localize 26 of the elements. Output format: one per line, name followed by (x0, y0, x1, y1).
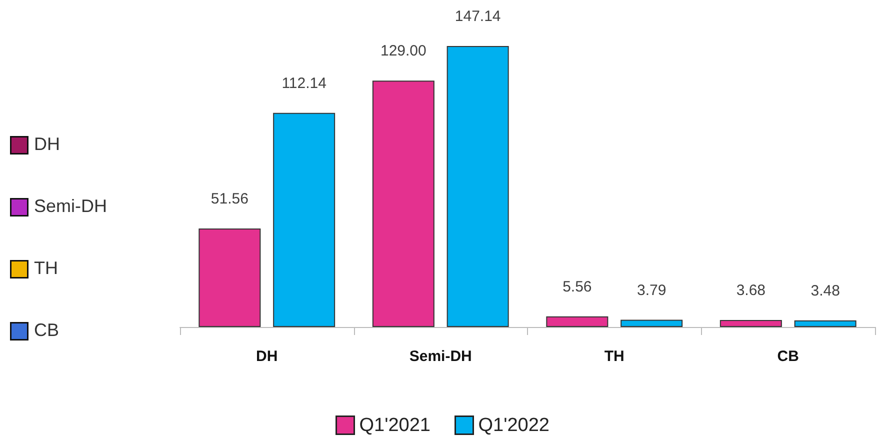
data-label: 51.56 (210, 190, 248, 208)
data-label: 3.79 (636, 282, 666, 299)
legend-label: CB (34, 320, 60, 340)
data-label: 3.68 (736, 282, 766, 299)
legend-label: DH (34, 134, 60, 154)
bar (273, 112, 336, 327)
bar (198, 228, 261, 327)
data-label: 129.00 (380, 42, 426, 60)
legend-label: Q1'2021 (359, 414, 431, 436)
data-label: 147.14 (454, 8, 501, 25)
legend-label: Q1'2022 (478, 414, 550, 436)
bar (720, 320, 782, 327)
bar (794, 320, 856, 327)
bar (620, 320, 683, 327)
bar (546, 316, 608, 327)
legend-label: TH (34, 258, 58, 278)
bar (446, 46, 509, 327)
x-tick-label: TH (604, 348, 624, 365)
bar (372, 80, 434, 327)
x-tick-label: Semi-DH (409, 348, 472, 365)
data-label: 5.56 (562, 278, 592, 296)
data-label: 112.14 (282, 74, 326, 92)
legend-label: Semi-DH (34, 196, 108, 216)
x-tick-label: CB (777, 348, 800, 365)
x-tick-label: DH (256, 348, 278, 365)
data-label: 3.48 (810, 282, 840, 300)
